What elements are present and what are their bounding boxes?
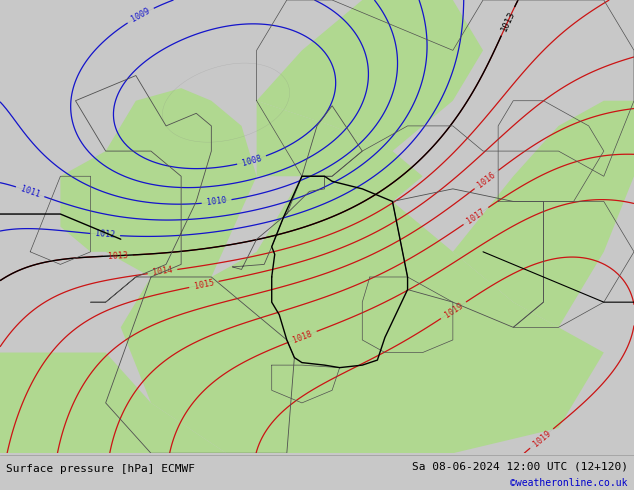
Polygon shape bbox=[257, 0, 483, 151]
Text: 1013: 1013 bbox=[499, 10, 517, 33]
Text: 1018: 1018 bbox=[292, 329, 314, 344]
Text: 1016: 1016 bbox=[476, 170, 497, 189]
Polygon shape bbox=[0, 352, 226, 453]
Text: ©weatheronline.co.uk: ©weatheronline.co.uk bbox=[510, 478, 628, 489]
Text: 1019: 1019 bbox=[443, 301, 464, 319]
Text: Surface pressure [hPa] ECMWF: Surface pressure [hPa] ECMWF bbox=[6, 464, 195, 474]
Polygon shape bbox=[60, 88, 211, 302]
Text: 1012: 1012 bbox=[95, 229, 115, 240]
Polygon shape bbox=[60, 88, 257, 277]
Polygon shape bbox=[257, 0, 634, 151]
Text: Sa 08-06-2024 12:00 UTC (12+120): Sa 08-06-2024 12:00 UTC (12+120) bbox=[411, 461, 628, 471]
Text: 1015: 1015 bbox=[193, 278, 214, 291]
Text: 1009: 1009 bbox=[129, 6, 152, 24]
Text: 1017: 1017 bbox=[465, 207, 487, 225]
Text: 1011: 1011 bbox=[19, 184, 41, 199]
Text: 1010: 1010 bbox=[206, 196, 227, 207]
Text: 1008: 1008 bbox=[241, 153, 262, 168]
Text: 1014: 1014 bbox=[152, 266, 173, 277]
Text: 1019: 1019 bbox=[531, 429, 552, 448]
Polygon shape bbox=[453, 101, 634, 327]
Text: 1013: 1013 bbox=[108, 251, 128, 261]
Polygon shape bbox=[0, 277, 287, 453]
Polygon shape bbox=[257, 101, 423, 201]
Polygon shape bbox=[120, 176, 604, 453]
